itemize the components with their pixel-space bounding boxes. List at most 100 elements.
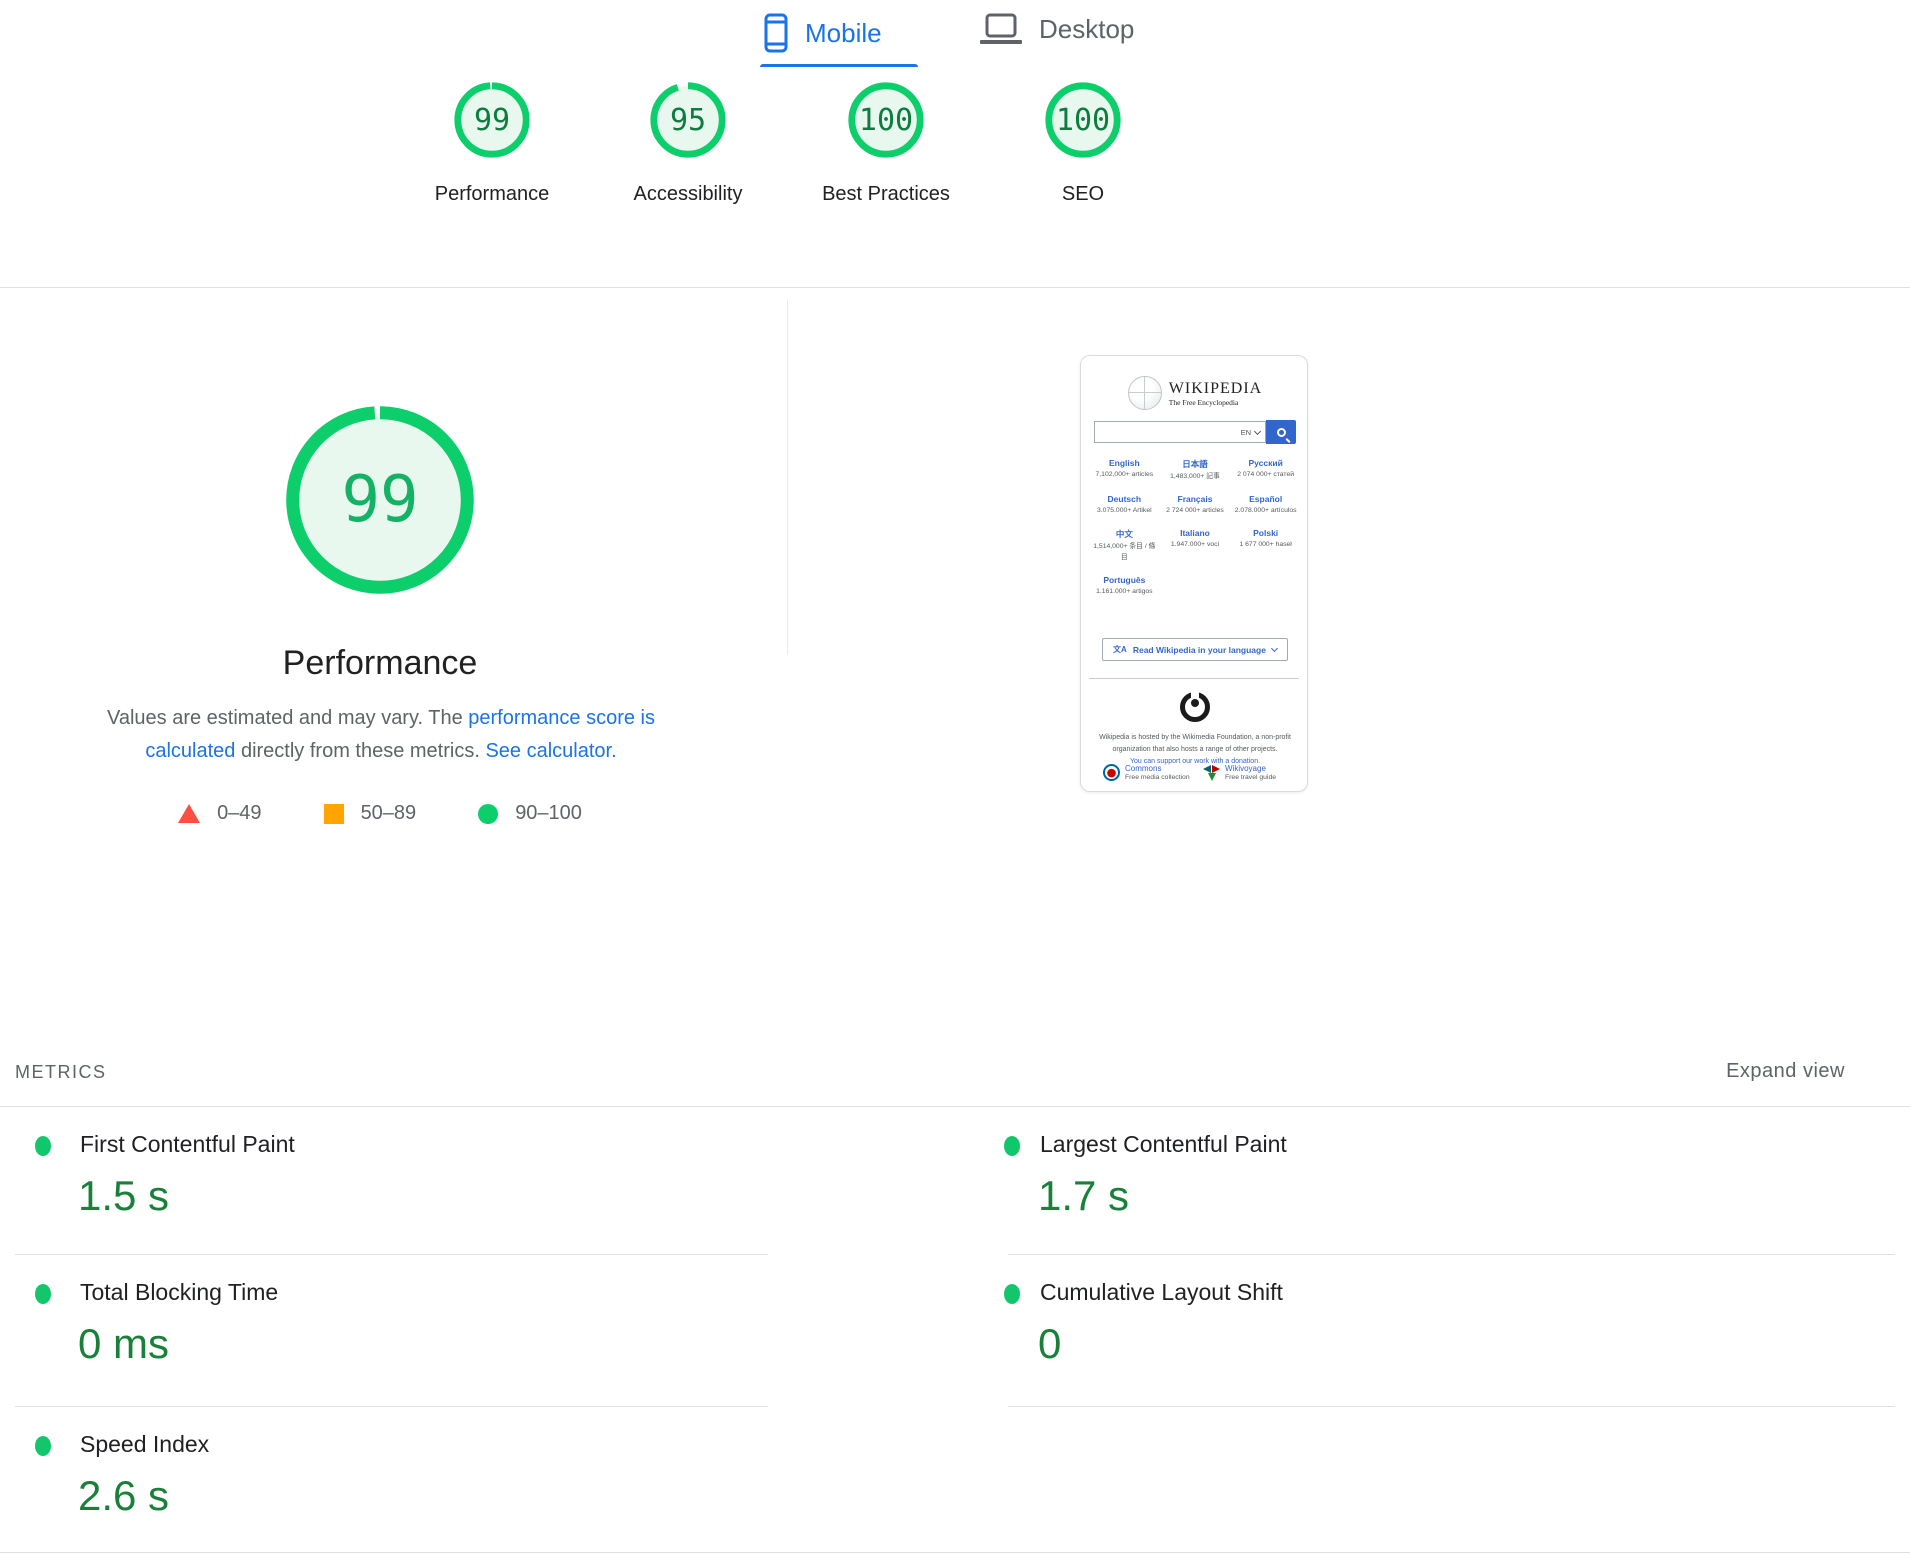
- language-cell: 中文 1,514,000+ 条目 / 條目: [1093, 529, 1156, 561]
- metric-row-fcp: First Contentful Paint 1.5 s: [0, 1106, 768, 1254]
- desktop-laptop-icon: [980, 13, 1022, 44]
- metric-value: 2.6 s: [78, 1472, 170, 1519]
- footer-text: Wikipedia is hosted by the Wikimedia Fou…: [1099, 734, 1291, 753]
- metric-pass-dot-icon: [35, 1436, 51, 1456]
- score-gauge: [454, 82, 530, 158]
- performance-score-value: 99: [341, 463, 419, 537]
- metric-name: Total Blocking Time: [80, 1279, 279, 1305]
- score-value: 100: [858, 102, 914, 138]
- tab-desktop[interactable]: Desktop: [978, 12, 1134, 46]
- metric-name: Largest Contentful Paint: [1040, 1131, 1287, 1157]
- performance-panel-title: Performance: [282, 644, 478, 682]
- score-gauge: [650, 82, 726, 158]
- wikipedia-search-input: [1094, 421, 1266, 443]
- page-screenshot-thumbnail: WIKIPEDIA The Free Encyclopedia EN Engli…: [1080, 355, 1308, 792]
- expand-view-button[interactable]: Expand view: [1726, 1060, 1845, 1082]
- donation-link: You can support our work with a donation…: [1129, 757, 1261, 765]
- metrics-divider: [0, 1106, 1910, 1107]
- commons-project: Commons Free media collection: [1103, 764, 1190, 783]
- project-desc: Free travel guide: [1225, 774, 1277, 781]
- category-score-accessibility[interactable]: 95 Accessibility: [608, 82, 768, 206]
- metrics-section-title: METRICS: [15, 1062, 107, 1082]
- score-gauge: [848, 82, 924, 158]
- legend-item-fail: 0–49: [178, 802, 262, 825]
- metric-pass-dot-icon: [35, 1136, 51, 1156]
- description-text: directly from these metrics.: [235, 740, 486, 762]
- wikipedia-header: WIKIPEDIA The Free Encyclopedia: [1081, 376, 1307, 415]
- see-calculator-link[interactable]: See calculator.: [485, 740, 617, 762]
- performance-description: Values are estimated and may vary. The p…: [88, 702, 674, 768]
- performance-gauge: 99: [283, 403, 477, 597]
- commons-logo-icon: [1103, 764, 1120, 781]
- metric-row-tbt: Total Blocking Time 0 ms: [0, 1254, 768, 1402]
- category-score-seo[interactable]: 100 SEO: [1003, 82, 1163, 206]
- language-cell: 日本語 1,483,000+ 記事: [1170, 459, 1220, 480]
- score-value: 99: [473, 102, 511, 138]
- metric-name: Speed Index: [80, 1431, 210, 1457]
- wikimedia-footer-text: Wikipedia is hosted by the Wikimedia Fou…: [1093, 732, 1297, 768]
- language-cell: Italiano 1.947.000+ voci: [1170, 528, 1220, 549]
- active-tab-underline: [760, 64, 918, 67]
- row-divider: [1008, 1254, 1895, 1255]
- score-label: SEO: [1061, 183, 1105, 205]
- metric-pass-dot-icon: [1004, 1284, 1020, 1304]
- score-label: Performance: [434, 183, 550, 205]
- score-legend: 0–49 50–89 90–100: [80, 802, 680, 825]
- average-square-icon: [323, 803, 344, 824]
- language-cell: English 7,102,000+ articles: [1095, 458, 1154, 478]
- language-cell: Русский 2 074 000+ статей: [1237, 458, 1295, 478]
- section-divider: [0, 287, 1910, 288]
- category-score-performance[interactable]: 99 Performance: [412, 82, 572, 206]
- legend-range: 50–89: [360, 802, 417, 824]
- language-cell: Deutsch 3.075.000+ Artikel: [1097, 494, 1152, 515]
- wikipedia-search-button: [1266, 420, 1296, 444]
- legend-range: 0–49: [217, 802, 262, 824]
- metric-value: 1.5 s: [78, 1172, 170, 1219]
- language-button-label: Read Wikipedia in your language: [1132, 644, 1266, 655]
- score-label: Best Practices: [822, 183, 950, 205]
- metric-row-lcp: Largest Contentful Paint 1.7 s: [993, 1106, 1895, 1254]
- search-icon: [1276, 427, 1286, 437]
- metric-value: 0 ms: [78, 1320, 170, 1367]
- metric-pass-dot-icon: [1004, 1136, 1020, 1156]
- mobile-phone-icon: [764, 13, 788, 53]
- project-desc: Free media collection: [1125, 774, 1190, 781]
- chevron-down-icon: [1270, 644, 1278, 652]
- row-divider: [1008, 1406, 1895, 1407]
- fail-triangle-icon: [178, 804, 201, 823]
- language-button-row: 文A Read Wikipedia in your language: [1081, 638, 1307, 661]
- score-value: 100: [1055, 102, 1111, 138]
- tab-mobile[interactable]: Mobile: [762, 12, 882, 54]
- metric-value: 1.7 s: [1038, 1172, 1130, 1219]
- wikivoyage-project: Wikivoyage Free travel guide: [1203, 764, 1276, 783]
- metric-row-cls: Cumulative Layout Shift 0: [993, 1254, 1895, 1402]
- wikipedia-tagline: The Free Encyclopedia: [1168, 397, 1239, 407]
- chevron-down-icon: [1253, 427, 1262, 435]
- metric-name: Cumulative Layout Shift: [1040, 1279, 1283, 1305]
- category-score-best-practices[interactable]: 100 Best Practices: [806, 82, 966, 206]
- metric-pass-dot-icon: [35, 1284, 51, 1304]
- score-gauge: [1045, 82, 1121, 158]
- wikipedia-language-grid: English 7,102,000+ articles 日本語 1,483,000+…: [1091, 458, 1299, 597]
- legend-item-pass: 90–100: [478, 802, 582, 825]
- wikipedia-language-selector: EN: [1241, 427, 1262, 437]
- wikipedia-globe-logo: [1127, 376, 1162, 410]
- wikipedia-wordmark: WIKIPEDIA: [1168, 379, 1263, 397]
- read-wikipedia-language-button: 文A Read Wikipedia in your language: [1102, 638, 1288, 661]
- metric-value: 0: [1038, 1320, 1062, 1367]
- wikivoyage-logo-icon: [1203, 764, 1220, 781]
- translate-icon: 文A: [1113, 645, 1127, 654]
- metric-row-si: Speed Index 2.6 s: [0, 1406, 768, 1552]
- wikimedia-logo: [1180, 692, 1210, 722]
- language-cell: Português 1.161.000+ artigos: [1096, 574, 1153, 595]
- tab-desktop-label: Desktop: [1039, 13, 1135, 44]
- score-label: Accessibility: [633, 183, 743, 205]
- pass-circle-icon: [478, 803, 499, 824]
- performance-score-calculated-link[interactable]: performance score is calculated: [145, 707, 656, 762]
- panel-divider: [787, 300, 788, 655]
- wikipedia-search-bar: EN: [1094, 420, 1296, 444]
- description-text: Values are estimated and may vary. The: [106, 707, 469, 729]
- thumbnail-divider: [1089, 678, 1299, 679]
- legend-item-average: 50–89: [323, 802, 417, 825]
